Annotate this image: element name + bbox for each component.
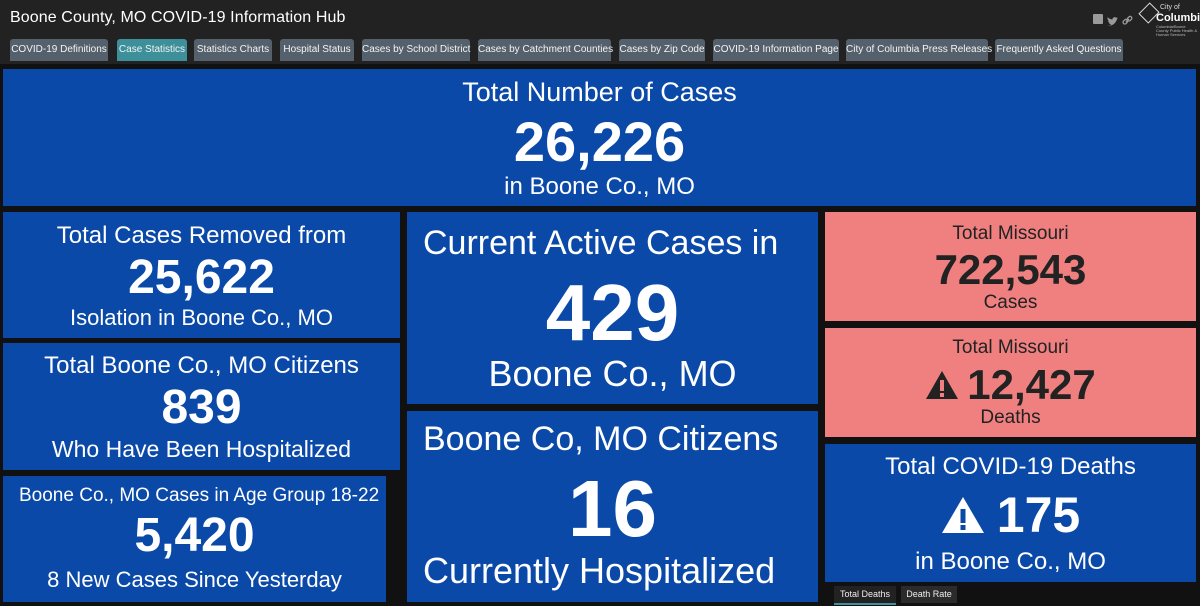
tab-covid-definitions[interactable]: COVID-19 Definitions — [10, 39, 108, 61]
currently-hospitalized-label: Boone Co, MO Citizens — [423, 420, 779, 458]
tab-statistics-charts[interactable]: Statistics Charts — [194, 39, 272, 61]
missouri-cases-panel: Total Missouri 722,543 Cases — [825, 212, 1196, 321]
tab-cases-by-school-district[interactable]: Cases by School District — [362, 39, 470, 61]
tab-bar: COVID-19 Definitions Case Statistics Sta… — [0, 38, 1200, 64]
missouri-cases-sub: Cases — [983, 292, 1038, 313]
tab-case-statistics[interactable]: Case Statistics — [117, 39, 187, 61]
tab-death-rate[interactable]: Death Rate — [901, 586, 957, 603]
missouri-deaths-panel: Total Missouri 12,427 Deaths — [825, 328, 1196, 437]
removed-cases-value: 25,622 — [128, 251, 275, 304]
active-cases-sub: Boone Co., MO — [488, 353, 737, 394]
missouri-cases-label: Total Missouri — [952, 223, 1069, 244]
hospitalized-total-sub: Who Have Been Hospitalized — [51, 436, 352, 462]
currently-hospitalized-panel: Boone Co, MO Citizens 16 Currently Hospi… — [407, 411, 818, 602]
missouri-deaths-value-row: 12,427 — [825, 361, 1196, 409]
removed-cases-sub: Isolation in Boone Co., MO — [70, 305, 333, 330]
active-cases-panel: Current Active Cases in 429 Boone Co., M… — [407, 212, 818, 404]
boone-deaths-panel: Total COVID-19 Deaths 175 in Boone Co., … — [825, 444, 1196, 582]
boone-deaths-sub: in Boone Co., MO — [915, 548, 1106, 575]
active-cases-label: Current Active Cases in — [423, 224, 779, 262]
tab-cases-by-zip-code[interactable]: Cases by Zip Code — [619, 39, 705, 61]
tab-hospital-status[interactable]: Hospital Status — [280, 39, 354, 61]
tab-covid-information-page[interactable]: COVID-19 Information Page — [713, 39, 839, 61]
tab-faq[interactable]: Frequently Asked Questions — [995, 39, 1123, 61]
logo-city-prefix: City of — [1160, 4, 1180, 11]
warning-icon — [941, 496, 984, 533]
age-group-sub: 8 New Cases Since Yesterday — [47, 567, 342, 592]
total-cases-panel: Total Number of Cases 26,226 in Boone Co… — [3, 69, 1196, 206]
hospitalized-total-panel: Total Boone Co., MO Citizens 839 Who Hav… — [3, 343, 400, 470]
warning-icon — [926, 370, 959, 399]
boone-deaths-value-row: 175 — [825, 486, 1196, 544]
facebook-icon[interactable] — [1093, 14, 1103, 24]
total-cases-sub: in Boone Co., MO — [504, 173, 695, 200]
boone-deaths-value: 175 — [996, 487, 1081, 543]
tab-cases-by-catchment-counties[interactable]: Cases by Catchment Counties — [478, 39, 613, 61]
total-cases-value: 26,226 — [513, 110, 686, 173]
logo-subtitle: Columbia/Boone County Public Health & Hu… — [1156, 24, 1198, 37]
tab-city-press-releases[interactable]: City of Columbia Press Releases — [846, 39, 992, 61]
hospitalized-total-label: Total Boone Co., MO Citizens — [44, 352, 359, 379]
currently-hospitalized-value: 16 — [568, 464, 657, 553]
removed-cases-panel: Total Cases Removed from 25,622 Isolatio… — [3, 212, 400, 338]
app-header: Boone County, MO COVID-19 Information Hu… — [0, 0, 1200, 38]
age-group-value: 5,420 — [134, 509, 255, 562]
total-cases-label: Total Number of Cases — [462, 77, 737, 107]
twitter-icon[interactable] — [1107, 14, 1118, 26]
missouri-deaths-label: Total Missouri — [952, 337, 1069, 358]
logo-name: Columbia — [1156, 12, 1200, 24]
age-group-label: Boone Co., MO Cases in Age Group 18-22 — [19, 485, 380, 506]
age-group-panel: Boone Co., MO Cases in Age Group 18-22 5… — [3, 476, 386, 602]
city-logo: City of Columbia Columbia/Boone County P… — [1138, 2, 1200, 37]
missouri-cases-value: 722,543 — [934, 246, 1087, 293]
page-title: Boone County, MO COVID-19 Information Hu… — [10, 9, 346, 26]
boone-deaths-label: Total COVID-19 Deaths — [885, 453, 1136, 480]
hospitalized-total-value: 839 — [161, 381, 242, 434]
removed-cases-label: Total Cases Removed from — [56, 222, 347, 249]
tab-total-deaths[interactable]: Total Deaths — [834, 586, 896, 605]
missouri-deaths-value: 12,427 — [967, 361, 1096, 408]
link-icon[interactable] — [1122, 13, 1133, 25]
currently-hospitalized-sub: Currently Hospitalized — [423, 550, 776, 591]
active-cases-value: 429 — [545, 268, 680, 357]
missouri-deaths-sub: Deaths — [980, 407, 1041, 428]
